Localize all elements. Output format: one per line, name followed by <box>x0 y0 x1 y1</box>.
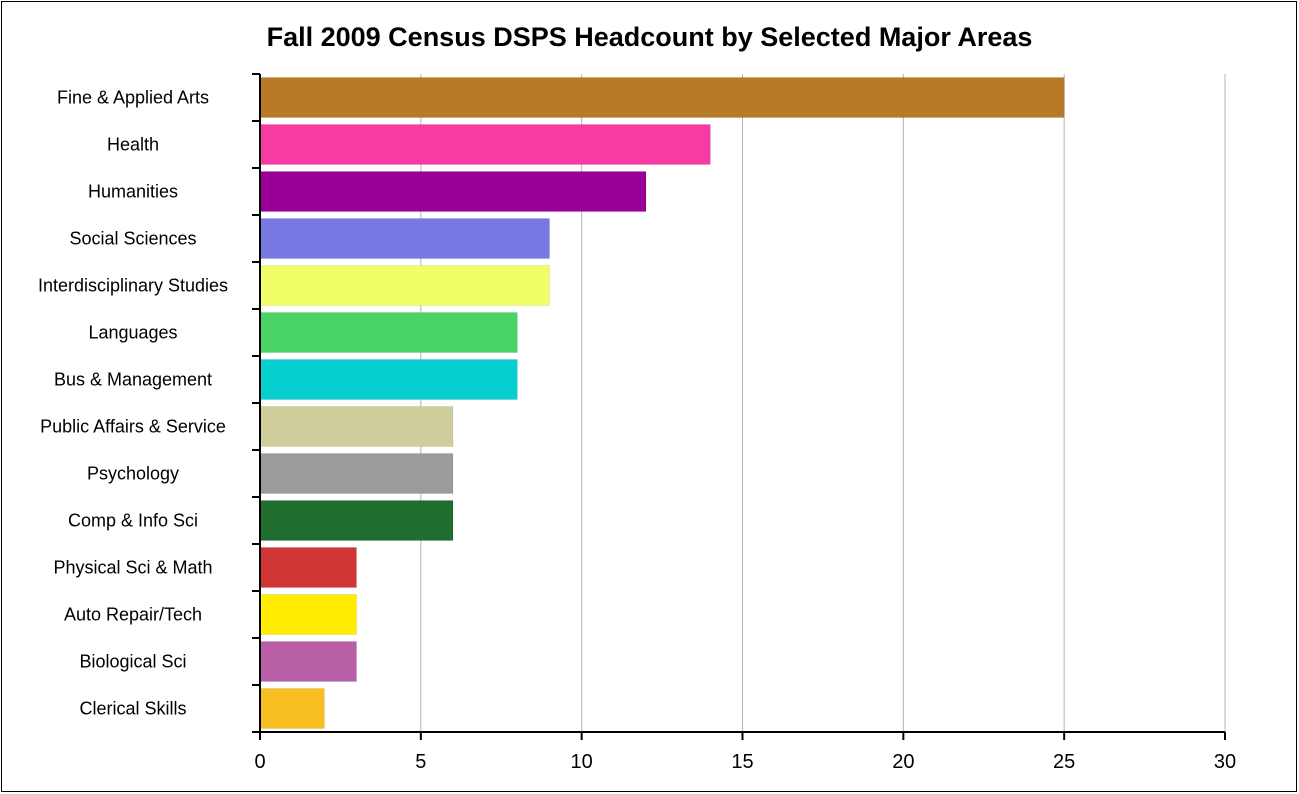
bar-6 <box>259 359 518 400</box>
category-label-4: Interdisciplinary Studies <box>38 276 228 296</box>
category-label-6: Bus & Management <box>54 370 212 390</box>
x-tick-label-6: 30 <box>1214 751 1236 773</box>
axes <box>252 73 1226 740</box>
labels: 0 5 10 15 20 25 30 Fine & Applied Arts Health Hum… <box>38 88 1236 774</box>
x-tick-label-1: 5 <box>415 751 426 773</box>
bar-13 <box>259 688 325 729</box>
bar-0 <box>259 77 1065 118</box>
bar-1 <box>259 124 711 165</box>
bars <box>259 77 1065 729</box>
bar-12 <box>259 641 357 682</box>
x-tick-label-2: 10 <box>571 751 593 773</box>
category-label-1: Health <box>107 135 159 155</box>
bar-7 <box>259 406 454 447</box>
category-label-11: Auto Repair/Tech <box>64 605 202 625</box>
x-tick-label-5: 25 <box>1053 751 1075 773</box>
x-tick-label-4: 20 <box>892 751 914 773</box>
bar-4 <box>259 265 550 306</box>
bar-2 <box>259 171 647 212</box>
category-label-13: Clerical Skills <box>79 699 186 719</box>
bar-3 <box>259 218 550 259</box>
category-label-0: Fine & Applied Arts <box>57 88 209 108</box>
bar-8 <box>259 453 454 494</box>
category-label-9: Comp & Info Sci <box>68 511 198 531</box>
category-label-12: Biological Sci <box>79 652 186 672</box>
x-tick-label-3: 15 <box>731 751 753 773</box>
bar-9 <box>259 500 454 541</box>
chart-title: Fall 2009 Census DSPS Headcount by Selec… <box>266 22 1033 52</box>
category-label-3: Social Sciences <box>69 229 196 249</box>
category-label-8: Psychology <box>87 464 179 484</box>
category-label-5: Languages <box>88 323 177 343</box>
category-label-2: Humanities <box>88 182 178 202</box>
x-tick-label-0: 0 <box>254 751 265 773</box>
category-label-10: Physical Sci & Math <box>53 558 212 578</box>
bar-5 <box>259 312 518 353</box>
bar-10 <box>259 547 357 588</box>
category-label-7: Public Affairs & Service <box>40 417 226 437</box>
bar-11 <box>259 594 357 635</box>
